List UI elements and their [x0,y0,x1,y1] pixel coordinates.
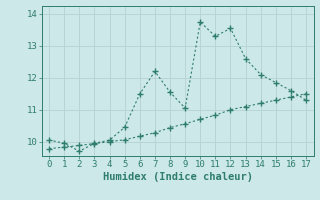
X-axis label: Humidex (Indice chaleur): Humidex (Indice chaleur) [103,172,252,182]
